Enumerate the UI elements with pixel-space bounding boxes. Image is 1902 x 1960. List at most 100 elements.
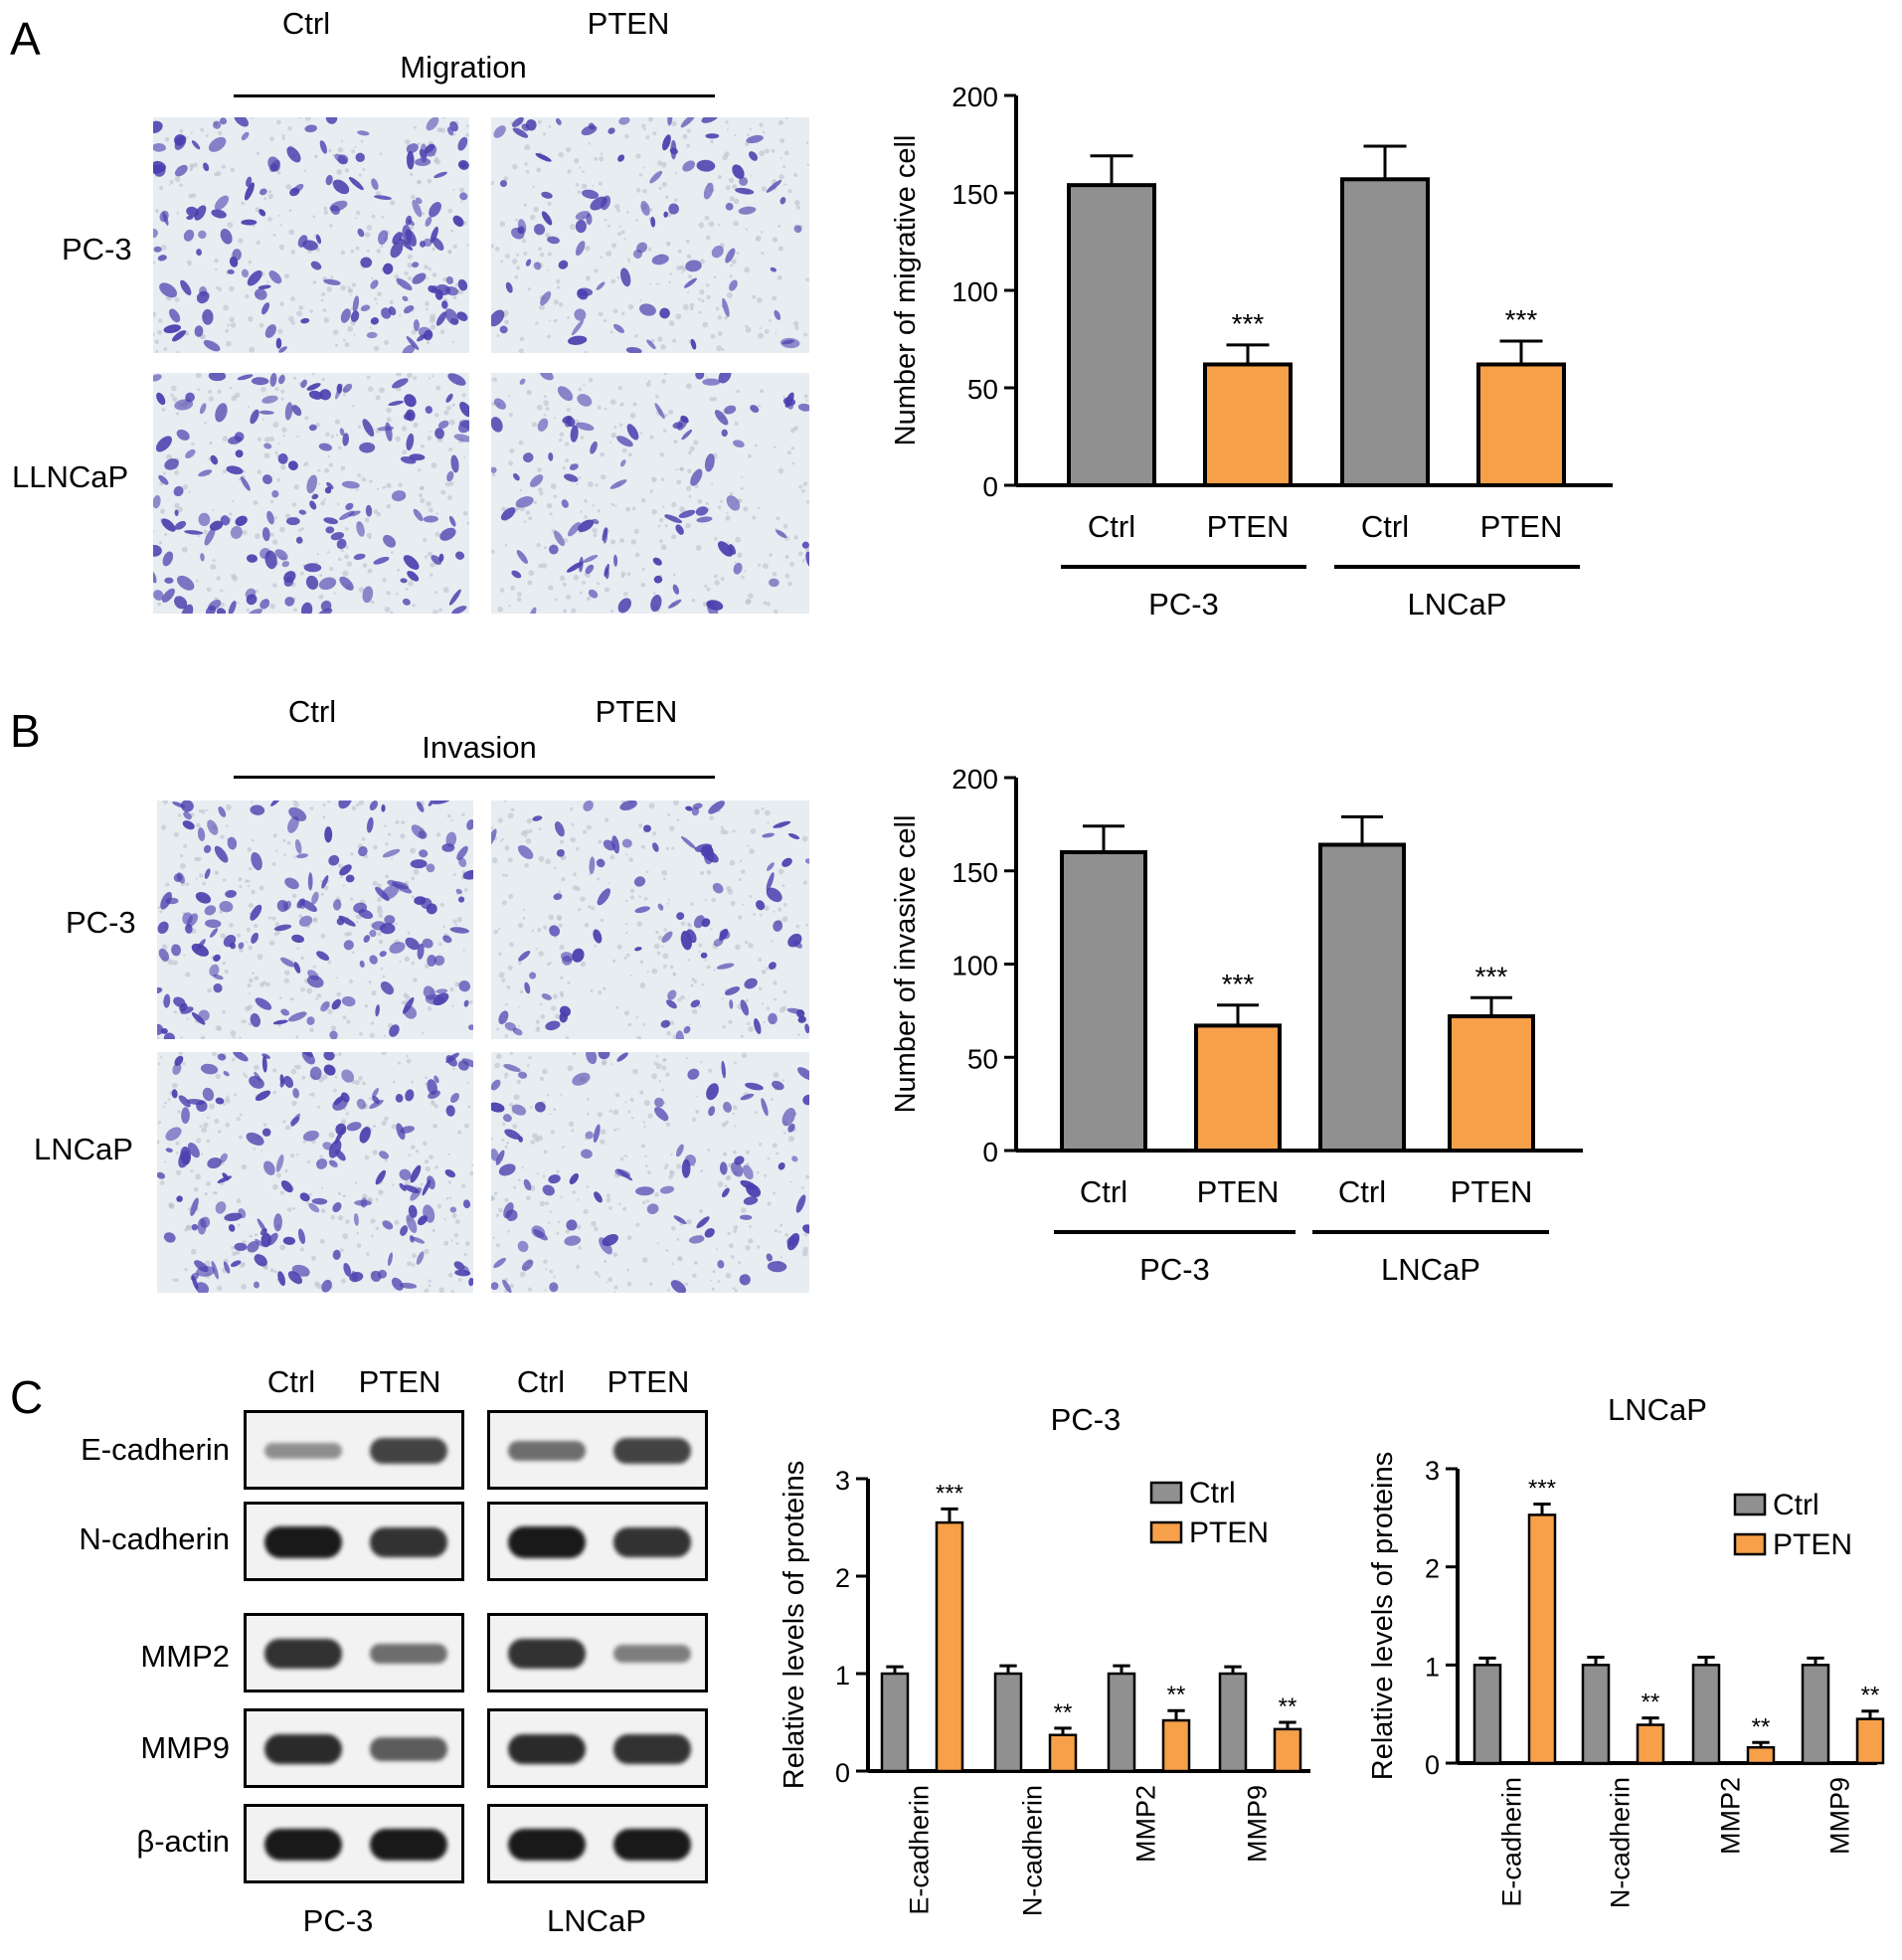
panel-b-letter: B <box>10 705 41 757</box>
migration-title: Migration <box>400 50 527 85</box>
y-tick-label: 150 <box>951 179 998 210</box>
blot-band <box>613 1734 691 1764</box>
group-label: PC-3 <box>1139 1252 1210 1287</box>
y-tick-label: 50 <box>967 1043 998 1074</box>
micrograph-migration-lncap-ctrl <box>153 373 469 614</box>
blot-row-label-beta-actin: β-actin <box>136 1824 230 1859</box>
bar <box>1801 1664 1830 1765</box>
group-label: LNCaP <box>1408 587 1507 622</box>
bar <box>1472 1664 1502 1765</box>
invasion-header-line <box>234 776 715 779</box>
invasion-title: Invasion <box>422 730 537 765</box>
bar <box>935 1520 964 1773</box>
bar <box>1527 1514 1557 1765</box>
bar <box>1340 177 1430 487</box>
category-label: MMP2 <box>1131 1785 1161 1863</box>
bar <box>1581 1664 1611 1765</box>
panel-a-letter: A <box>10 13 41 65</box>
bar <box>880 1672 910 1773</box>
blot-band <box>370 1828 447 1862</box>
category-label: Ctrl <box>1361 509 1409 544</box>
micrograph-migration-pc3-pten <box>491 117 809 353</box>
micrograph-invasion-lncap-pten <box>491 1052 809 1293</box>
invasion-pten-header: PTEN <box>595 694 678 729</box>
blot-band <box>264 1639 342 1669</box>
bar <box>1448 1014 1535 1153</box>
blot-pc3-n-cadherin <box>244 1502 464 1581</box>
blot-band <box>508 1440 586 1462</box>
category-label: N-cadherin <box>1018 1785 1048 1916</box>
y-tick-label: 200 <box>951 82 998 112</box>
micrograph-migration-pc3-ctrl <box>153 117 469 353</box>
blot-band <box>613 1527 691 1557</box>
category-label: Ctrl <box>1080 1174 1127 1209</box>
blot-header-pc3-pten: PTEN <box>358 1364 441 1399</box>
y-tick-label: 0 <box>982 1137 998 1167</box>
bar <box>1746 1745 1776 1765</box>
bar <box>1107 1672 1136 1773</box>
blot-band <box>508 1733 586 1765</box>
chart-title: LNCaP <box>1608 1392 1707 1427</box>
bar <box>993 1672 1023 1773</box>
blot-header-lncap-pten: PTEN <box>606 1364 690 1399</box>
blot-lncap-beta-actin <box>487 1804 708 1883</box>
bar <box>1636 1723 1665 1765</box>
category-label: Ctrl <box>1338 1174 1386 1209</box>
migration-pten-header: PTEN <box>587 6 670 41</box>
bar <box>1218 1672 1248 1773</box>
bar <box>1203 362 1293 488</box>
bar <box>1161 1718 1191 1773</box>
blot-band <box>508 1639 586 1669</box>
legend-swatch <box>1733 1532 1767 1556</box>
blot-band <box>508 1525 586 1559</box>
y-tick-label: 150 <box>951 857 998 888</box>
legend-label: PTEN <box>1189 1516 1269 1549</box>
y-tick-label: 2 <box>835 1563 850 1593</box>
micrograph-migration-lncap-pten <box>491 373 809 614</box>
bar <box>1691 1664 1721 1765</box>
category-label: PTEN <box>1451 1174 1533 1209</box>
migration-row-label-pc3: PC-3 <box>62 232 132 267</box>
category-label: MMP9 <box>1825 1777 1855 1855</box>
legend-swatch <box>1149 1481 1183 1505</box>
group-label: PC-3 <box>1148 587 1219 622</box>
migration-header-line <box>234 94 715 97</box>
category-label: MMP9 <box>1243 1785 1273 1863</box>
significance-label: ** <box>1752 1713 1771 1740</box>
blot-row-label-mmp2: MMP2 <box>140 1639 230 1674</box>
blot-band <box>264 1443 342 1459</box>
blot-lncap-n-cadherin <box>487 1502 708 1581</box>
blot-lncap-mmp9 <box>487 1708 708 1788</box>
bar <box>1060 850 1147 1153</box>
invasion-row-label-pc3: PC-3 <box>66 905 136 940</box>
bar <box>1273 1727 1302 1773</box>
significance-label: *** <box>1222 969 1255 999</box>
blot-band <box>613 1437 691 1465</box>
micrograph-invasion-pc3-ctrl <box>157 801 473 1039</box>
legend-label: PTEN <box>1773 1528 1852 1561</box>
significance-label: ** <box>1054 1699 1073 1726</box>
y-axis-label: Relative levels of proteins <box>778 1461 810 1789</box>
bar <box>1048 1733 1078 1773</box>
bar <box>1067 183 1156 487</box>
blot-band <box>508 1828 586 1862</box>
y-axis-label: Number of invasive cell <box>890 815 922 1114</box>
bar <box>1855 1717 1885 1765</box>
significance-label: *** <box>1505 304 1538 335</box>
y-tick-label: 100 <box>951 951 998 981</box>
category-label: MMP2 <box>1716 1777 1746 1855</box>
invasion-ctrl-header: Ctrl <box>287 694 337 729</box>
chart-title: PC-3 <box>1051 1402 1122 1437</box>
bar <box>1476 362 1566 488</box>
category-label: E-cadherin <box>1497 1777 1527 1907</box>
blot-band <box>613 1644 691 1664</box>
blot-footer-pc3: PC-3 <box>302 1903 374 1938</box>
y-tick-label: 1 <box>835 1661 850 1691</box>
blot-lncap-mmp2 <box>487 1613 708 1693</box>
y-tick-label: 0 <box>982 471 998 502</box>
blot-pc3-mmp2 <box>244 1613 464 1693</box>
bar <box>1318 842 1406 1153</box>
legend-swatch <box>1733 1493 1767 1516</box>
y-tick-label: 100 <box>951 276 998 307</box>
